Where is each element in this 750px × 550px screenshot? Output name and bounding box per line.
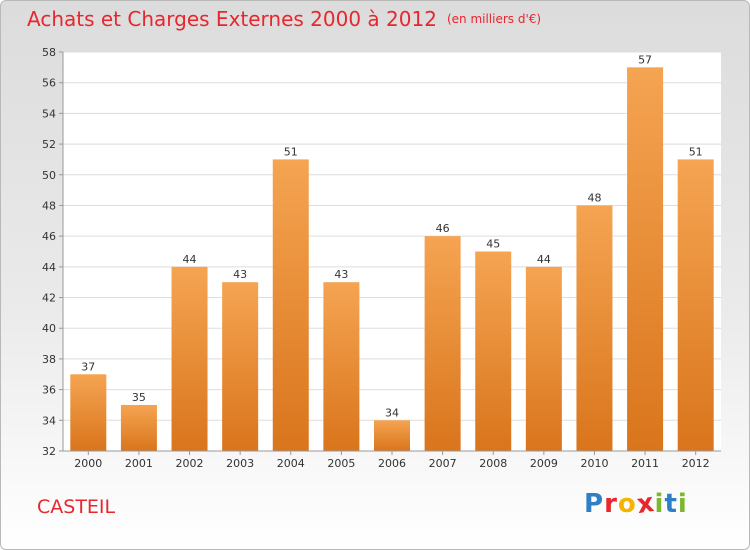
- y-tick-label: 48: [42, 199, 56, 212]
- bar-2011: [627, 67, 664, 451]
- data-label-2009: 44: [537, 253, 551, 266]
- data-label-2006: 34: [385, 406, 399, 419]
- y-tick-label: 44: [42, 261, 56, 274]
- x-tick-label: 2002: [176, 457, 204, 470]
- bar-2012: [677, 159, 714, 451]
- bar-2001: [120, 404, 157, 451]
- x-tick-label: 2006: [378, 457, 406, 470]
- x-tick-label: 2005: [327, 457, 355, 470]
- data-label-2001: 35: [132, 391, 146, 404]
- data-label-2010: 48: [587, 191, 601, 204]
- x-tick-label: 2011: [631, 457, 659, 470]
- x-tick-label: 2003: [226, 457, 254, 470]
- logo-letter: i: [677, 489, 688, 519]
- logo-letter: i: [654, 489, 665, 519]
- data-label-2005: 43: [334, 268, 348, 281]
- x-tick-label: 2009: [530, 457, 558, 470]
- x-tick-label: 2001: [125, 457, 153, 470]
- y-tick-label: 46: [42, 230, 56, 243]
- bar-2009: [525, 266, 562, 451]
- chart-unit: (en milliers d'€): [446, 12, 542, 26]
- x-tick-label: 2010: [580, 457, 608, 470]
- y-tick-label: 54: [42, 107, 56, 120]
- x-tick-label: 2008: [479, 457, 507, 470]
- bar-2006: [374, 420, 410, 451]
- bar-2008: [475, 251, 512, 451]
- chart-title: Achats et Charges Externes 2000 à 2012 (e…: [27, 7, 542, 31]
- bar-2010: [576, 205, 613, 451]
- data-label-2008: 45: [486, 238, 500, 251]
- logo-letter: x: [634, 487, 657, 521]
- logo-letter: r: [604, 489, 618, 519]
- logo-letter: t: [664, 489, 678, 519]
- bar-2000: [70, 374, 107, 451]
- y-tick-label: 52: [42, 138, 56, 151]
- y-tick-label: 38: [42, 353, 56, 366]
- plot-area: [63, 52, 721, 451]
- x-tick-label: 2012: [682, 457, 710, 470]
- y-tick-label: 58: [42, 46, 56, 59]
- y-tick-label: 56: [42, 77, 56, 90]
- x-tick-label: 2004: [277, 457, 305, 470]
- y-tick-label: 50: [42, 169, 56, 182]
- x-tick-label: 2007: [429, 457, 457, 470]
- data-label-2007: 46: [436, 222, 450, 235]
- y-tick-label: 36: [42, 384, 56, 397]
- logo-letter: o: [617, 489, 637, 519]
- location-name: CASTEIL: [37, 496, 116, 518]
- data-label-2011: 57: [638, 53, 652, 66]
- data-label-2000: 37: [81, 360, 95, 373]
- proxiti-logo: Proxiti: [584, 487, 688, 521]
- data-label-2004: 51: [284, 145, 298, 158]
- y-tick-label: 34: [42, 414, 56, 427]
- x-tick-label: 2000: [74, 457, 102, 470]
- bar-2004: [272, 159, 309, 451]
- y-tick-label: 32: [42, 445, 56, 458]
- bar-2005: [323, 282, 360, 451]
- data-label-2003: 43: [233, 268, 247, 281]
- y-tick-label: 40: [42, 322, 56, 335]
- bar-2002: [171, 266, 208, 451]
- bar-2003: [222, 282, 259, 451]
- logo-letter: P: [584, 489, 605, 519]
- data-label-2002: 44: [183, 253, 197, 266]
- data-label-2012: 51: [689, 145, 703, 158]
- y-tick-label: 42: [42, 292, 56, 305]
- bar-2007: [424, 236, 461, 451]
